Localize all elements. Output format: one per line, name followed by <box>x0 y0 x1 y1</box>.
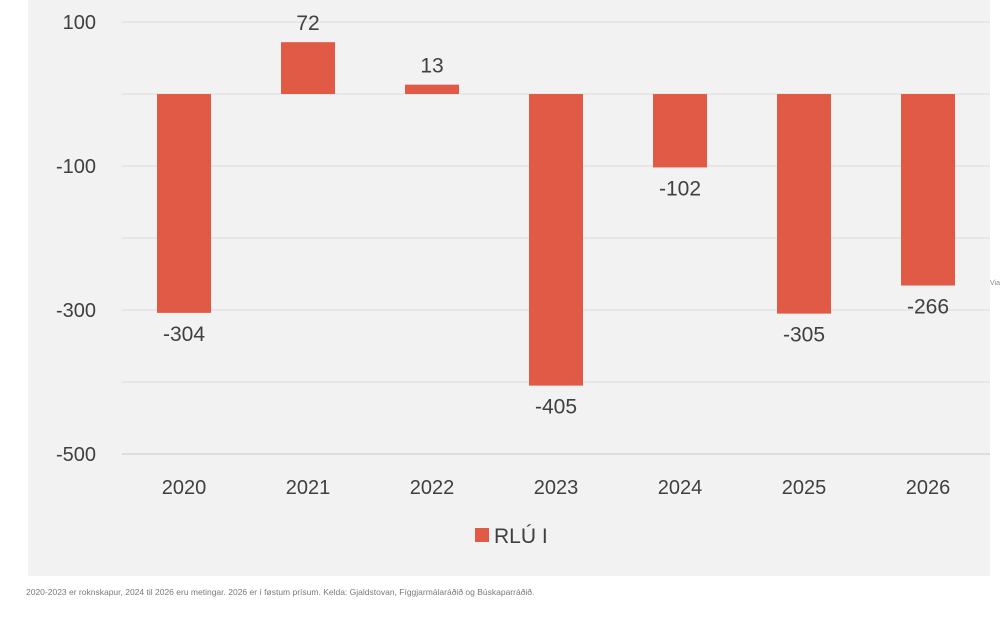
x-tick-label-2023: 2023 <box>534 477 579 499</box>
chart-panel: -304 72 13 -405 -102 -305 -266 100 -100 -300 -500… <box>28 0 990 576</box>
legend-swatch <box>475 528 489 542</box>
y-tick-label: -100 <box>56 156 96 178</box>
legend: RLÚ I <box>475 525 548 548</box>
data-labels: -304 72 13 -405 -102 -305 -266 <box>163 12 949 418</box>
bar-chart: -304 72 13 -405 -102 -305 -266 100 -100 -300 -500… <box>56 12 990 548</box>
legend-label: RLÚ I <box>494 525 548 548</box>
bar-2026 <box>901 94 955 286</box>
x-tick-label-2026: 2026 <box>906 477 951 499</box>
data-label-2025: -305 <box>783 324 825 347</box>
data-label-2020: -304 <box>163 323 205 346</box>
edge-text: Via <box>990 280 1000 287</box>
bar-2020 <box>157 94 211 313</box>
bar-2022 <box>405 84 459 94</box>
bar-2024 <box>653 94 707 168</box>
data-label-2021: 72 <box>296 12 319 35</box>
x-tick-label-2024: 2024 <box>658 477 703 499</box>
x-axis-ticks: 2020 2021 2022 2023 2024 2025 2026 <box>162 477 951 499</box>
data-label-2022: 13 <box>420 55 443 78</box>
bars <box>157 42 955 386</box>
y-axis-ticks: 100 -100 -300 -500 <box>56 12 96 466</box>
x-tick-label-2022: 2022 <box>410 477 455 499</box>
x-tick-label-2025: 2025 <box>782 477 827 499</box>
bar-2021 <box>281 42 335 94</box>
chart-footnote: 2020-2023 er roknskapur, 2024 til 2026 e… <box>26 587 535 597</box>
x-tick-label-2021: 2021 <box>286 477 331 499</box>
y-tick-label: 100 <box>63 12 96 34</box>
y-tick-label: -300 <box>56 300 96 322</box>
bar-2023 <box>529 94 583 386</box>
data-label-2024: -102 <box>659 177 701 200</box>
y-tick-label: -500 <box>56 444 96 466</box>
x-tick-label-2020: 2020 <box>162 477 207 499</box>
bar-2025 <box>777 94 831 314</box>
data-label-2026: -266 <box>907 296 949 319</box>
data-label-2023: -405 <box>535 396 577 419</box>
